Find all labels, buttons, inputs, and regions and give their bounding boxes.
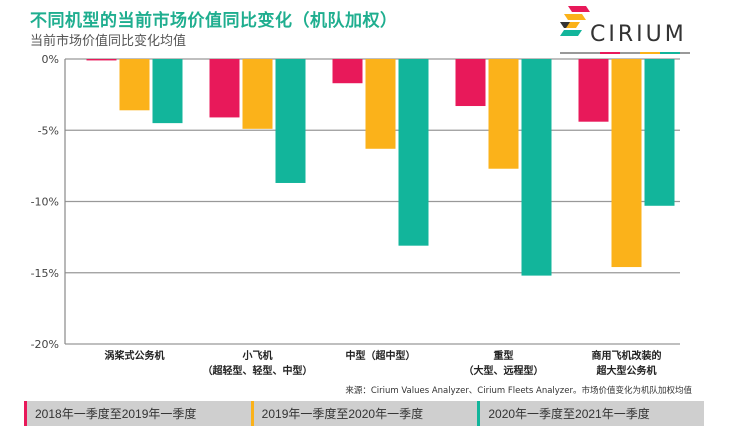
source-note: 来源：Cirium Values Analyzer、Cirium Fleets … bbox=[345, 386, 692, 396]
cirium-logo-icon bbox=[560, 6, 590, 36]
x-category-label-line: （超轻型、轻型、中型） bbox=[202, 366, 313, 377]
x-category-label: 涡桨式公务机 bbox=[70, 349, 200, 364]
y-tick-label: 0% bbox=[42, 53, 59, 66]
chart-title: 不同机型的当前市场价值同比变化（机队加权） bbox=[30, 11, 398, 31]
x-category-label-line: 超大型公务机 bbox=[596, 366, 657, 377]
y-tick-label: -15% bbox=[31, 267, 59, 280]
legend-swatch-1 bbox=[24, 401, 27, 426]
chart-subtitle: 当前市场价值同比变化均值 bbox=[30, 34, 187, 49]
legend-item: 2019年一季度至2020年一季度 bbox=[250, 401, 478, 426]
bar-series-3 bbox=[644, 59, 675, 206]
x-category-label: 重型 （大型、远程型） bbox=[439, 349, 569, 379]
x-category-label-line: 重型 bbox=[493, 351, 514, 362]
bar-series-1 bbox=[455, 59, 486, 107]
bar-series-2 bbox=[611, 59, 642, 268]
bar-series-1 bbox=[209, 59, 240, 118]
bar-series-3 bbox=[152, 59, 183, 124]
bar-series-2 bbox=[365, 59, 396, 149]
legend-label: 2020年一季度至2021年一季度 bbox=[488, 407, 650, 421]
bar-series-3 bbox=[521, 59, 552, 276]
bar-series-3 bbox=[398, 59, 429, 246]
legend-item: 2018年一季度至2019年一季度 bbox=[24, 401, 251, 426]
legend-item: 2020年一季度至2021年一季度 bbox=[477, 401, 704, 426]
x-category-label-line: 商用飞机改装的 bbox=[591, 351, 662, 362]
legend-swatch-3 bbox=[477, 401, 481, 426]
bar-series-2 bbox=[488, 59, 519, 169]
x-category-label: 中型（超中型） bbox=[316, 349, 446, 364]
bar-chart: 0% -5% -10% -15% -20% bbox=[31, 52, 690, 351]
bar-series-1 bbox=[86, 59, 117, 61]
bar-series-2 bbox=[119, 59, 150, 111]
y-tick-label: -5% bbox=[38, 124, 59, 137]
x-category-label-line: 小飞机 bbox=[242, 351, 273, 362]
bar-series-1 bbox=[578, 59, 609, 122]
legend: 2018年一季度至2019年一季度 2019年一季度至2020年一季度 2020… bbox=[24, 401, 704, 426]
x-category-label-line: （大型、远程型） bbox=[463, 366, 544, 377]
legend-label: 2018年一季度至2019年一季度 bbox=[35, 407, 197, 421]
y-tick-label: -10% bbox=[31, 196, 59, 209]
y-tick-label: -20% bbox=[31, 338, 59, 351]
x-category-label-line: 中型（超中型） bbox=[345, 351, 416, 362]
legend-swatch-2 bbox=[250, 401, 254, 426]
x-category-label: 小飞机 （超轻型、轻型、中型） bbox=[193, 349, 323, 379]
x-category-label-line: 涡桨式公务机 bbox=[104, 351, 165, 362]
x-category-label: 商用飞机改装的 超大型公务机 bbox=[562, 349, 692, 379]
bar-series-3 bbox=[275, 59, 306, 183]
logo-text: CIRIUM bbox=[590, 22, 687, 47]
bar-series-1 bbox=[332, 59, 363, 84]
legend-label: 2019年一季度至2020年一季度 bbox=[261, 407, 424, 421]
bar-series-2 bbox=[242, 59, 273, 129]
